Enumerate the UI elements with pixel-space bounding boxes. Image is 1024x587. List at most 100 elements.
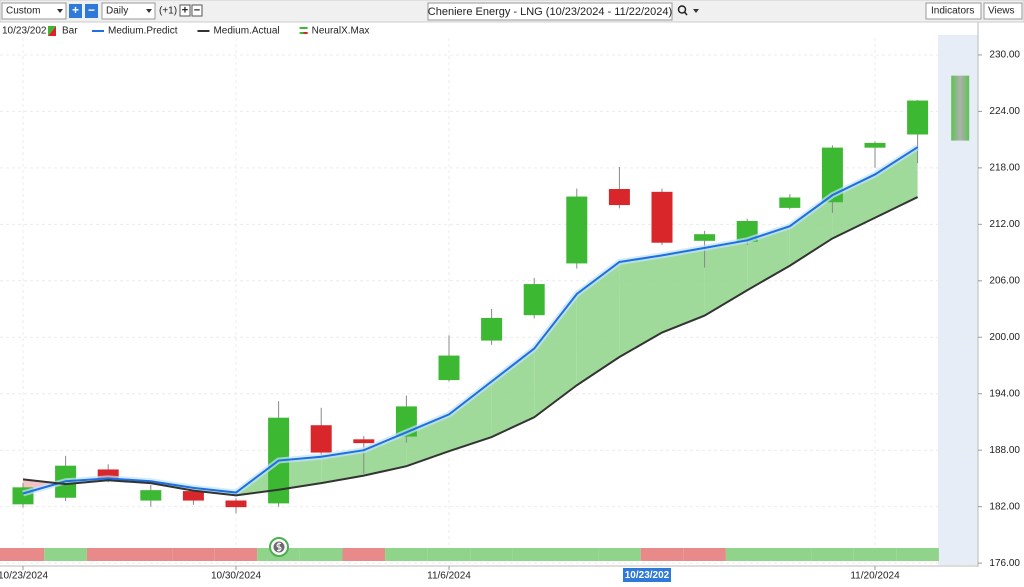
legend-label: NeuralX.Max	[312, 26, 370, 37]
x-tick-label: 10/30/2024	[211, 571, 261, 582]
candle-body	[608, 189, 630, 206]
candle-body	[694, 234, 716, 241]
dropdown-arrow	[57, 9, 63, 13]
spread-fill	[278, 456, 322, 490]
signal-segment	[0, 548, 45, 561]
signal-segment	[385, 548, 428, 561]
search-icon[interactable]	[677, 5, 687, 14]
signal-segment	[811, 548, 854, 561]
candle-body	[864, 142, 886, 148]
views: Views	[988, 6, 1015, 17]
candle-body	[310, 425, 332, 453]
cursor-label-box	[623, 568, 671, 582]
template-select[interactable]	[1, 2, 67, 20]
signal-segment	[725, 548, 769, 561]
signal-segment	[896, 548, 939, 561]
signal-segment	[86, 548, 130, 561]
candle-body	[182, 491, 204, 501]
spread-fill	[363, 432, 407, 476]
legend-label: Medium.Actual	[213, 26, 279, 37]
symbol-title: Cheniere Energy - LNG (10/23/2024 - 11/2…	[428, 6, 672, 18]
signal-icon	[276, 542, 282, 552]
minus-button[interactable]	[85, 4, 98, 18]
spread-fill	[662, 247, 705, 333]
spread-fill	[491, 348, 535, 438]
spread-fill	[875, 147, 918, 218]
signal-segment	[555, 548, 599, 561]
signal-segment	[172, 548, 215, 561]
x-tick-label: 11/20/2024	[850, 571, 900, 582]
forecast-box	[951, 75, 970, 141]
candle-body	[481, 317, 503, 341]
candle-body	[821, 147, 843, 203]
y-tick-label: 212.00	[989, 219, 1020, 230]
x-tick-label: 10/23/2024	[0, 571, 48, 582]
spread-fill	[789, 195, 833, 266]
period-select[interactable]	[101, 2, 156, 20]
signal-segment	[427, 548, 471, 561]
spread-fill	[704, 240, 748, 316]
plus-button[interactable]	[69, 4, 82, 18]
candle-body	[651, 191, 673, 243]
dropdown-arrow	[693, 9, 699, 13]
offset: (+1)	[159, 6, 177, 17]
candle-body	[907, 100, 929, 135]
minus2: −	[194, 4, 200, 16]
cursor-label: 10/23/202	[625, 570, 670, 581]
spread-fill	[534, 293, 577, 418]
signal-segment	[512, 548, 556, 561]
signal-segment	[129, 548, 173, 561]
views-button[interactable]	[983, 2, 1023, 20]
spread-fill	[576, 261, 620, 386]
y-tick-label: 224.00	[989, 106, 1020, 117]
signal-segment	[44, 548, 87, 561]
search-icon	[683, 11, 688, 16]
minus2-button[interactable]	[191, 4, 203, 17]
candle-body	[438, 355, 460, 381]
x-tick-label: 11/6/2024	[427, 571, 471, 582]
spread-fill	[321, 450, 364, 484]
spread-fill	[449, 381, 492, 452]
period: Daily	[106, 6, 128, 17]
y-tick-label: 182.00	[989, 501, 1020, 512]
legend-date: 10/23/202	[2, 26, 47, 37]
plus2: +	[182, 4, 188, 16]
indicators: Indicators	[931, 6, 974, 17]
y-tick-label: 218.00	[989, 163, 1020, 174]
symbol-box[interactable]	[427, 2, 673, 21]
plus2-button[interactable]	[179, 4, 191, 17]
spread-fill	[747, 226, 790, 291]
spread-fill	[619, 255, 662, 358]
dropdown-arrow	[146, 9, 152, 13]
candle-body	[140, 490, 162, 501]
candle-body	[523, 284, 545, 316]
y-tick-label: 176.00	[989, 558, 1020, 569]
minus: −	[88, 3, 95, 17]
legend-label: Medium.Predict	[108, 26, 178, 37]
y-tick-label: 188.00	[989, 445, 1020, 456]
series-line	[22, 196, 919, 497]
plus: +	[72, 3, 79, 17]
legend-label: Bar	[62, 26, 78, 37]
y-tick-label: 206.00	[989, 275, 1020, 286]
series-line	[22, 146, 919, 495]
candle-body	[353, 439, 375, 444]
y-tick-label: 194.00	[989, 388, 1020, 399]
legend-icon	[48, 26, 56, 36]
candle-body	[779, 197, 801, 208]
signal-segment	[342, 548, 386, 561]
indicators-button[interactable]	[925, 2, 982, 20]
signal-segment	[683, 548, 726, 561]
signal-segment	[214, 548, 258, 561]
signal-segment	[299, 548, 343, 561]
signal-segment	[853, 548, 897, 561]
candle-body	[566, 196, 588, 264]
y-tick-label: 230.00	[989, 50, 1020, 61]
signal-segment	[470, 548, 513, 561]
template: Custom	[6, 6, 40, 17]
y-tick-label: 200.00	[989, 332, 1020, 343]
candle-body	[225, 500, 247, 508]
signal-segment	[640, 548, 684, 561]
signal-segment	[598, 548, 641, 561]
